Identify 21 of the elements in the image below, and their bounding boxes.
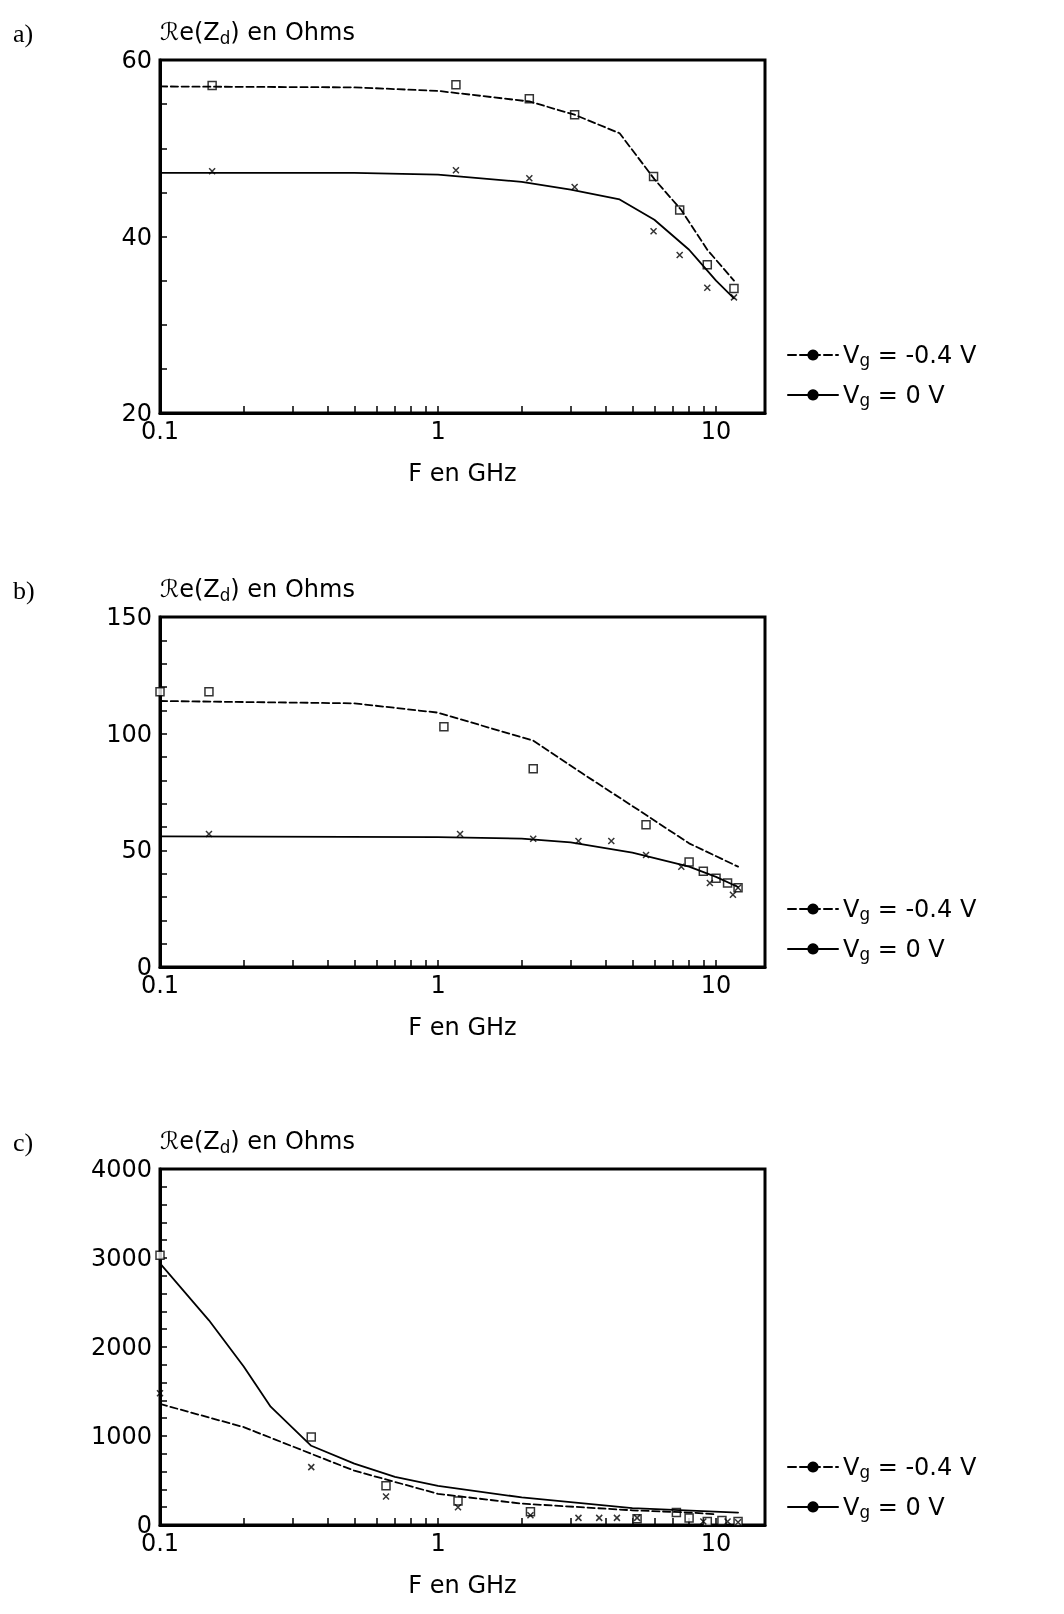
x-tick-label: 1 (430, 971, 446, 999)
y-tick-label: 3000 (90, 1244, 152, 1272)
x-axis-title: F en GHz (408, 1571, 517, 1599)
y-tick-label: 1000 (90, 1422, 152, 1450)
x-tick-label: 1 (430, 417, 446, 445)
x-tick-label: 10 (700, 1529, 732, 1557)
y-tick-label: 150 (106, 603, 152, 631)
y-tick-label: 4000 (90, 1155, 152, 1183)
x-axis-title: F en GHz (408, 459, 517, 487)
chart-title: c) (13, 1127, 34, 1157)
y-tick-label: 60 (121, 46, 152, 74)
y-tick-label: 40 (121, 222, 152, 251)
x-tick-label: 1 (430, 1529, 446, 1557)
x-axis-title: F en GHz (408, 1013, 517, 1041)
y-tick-label: 50 (121, 836, 152, 865)
y-tick-label: 100 (106, 719, 152, 748)
y-tick-label: 2000 (90, 1333, 152, 1361)
chart-title: b) (13, 575, 35, 605)
x-tick-label: 10 (700, 417, 732, 445)
chart-title: a) (13, 18, 34, 48)
x-tick-label: 10 (700, 971, 732, 999)
